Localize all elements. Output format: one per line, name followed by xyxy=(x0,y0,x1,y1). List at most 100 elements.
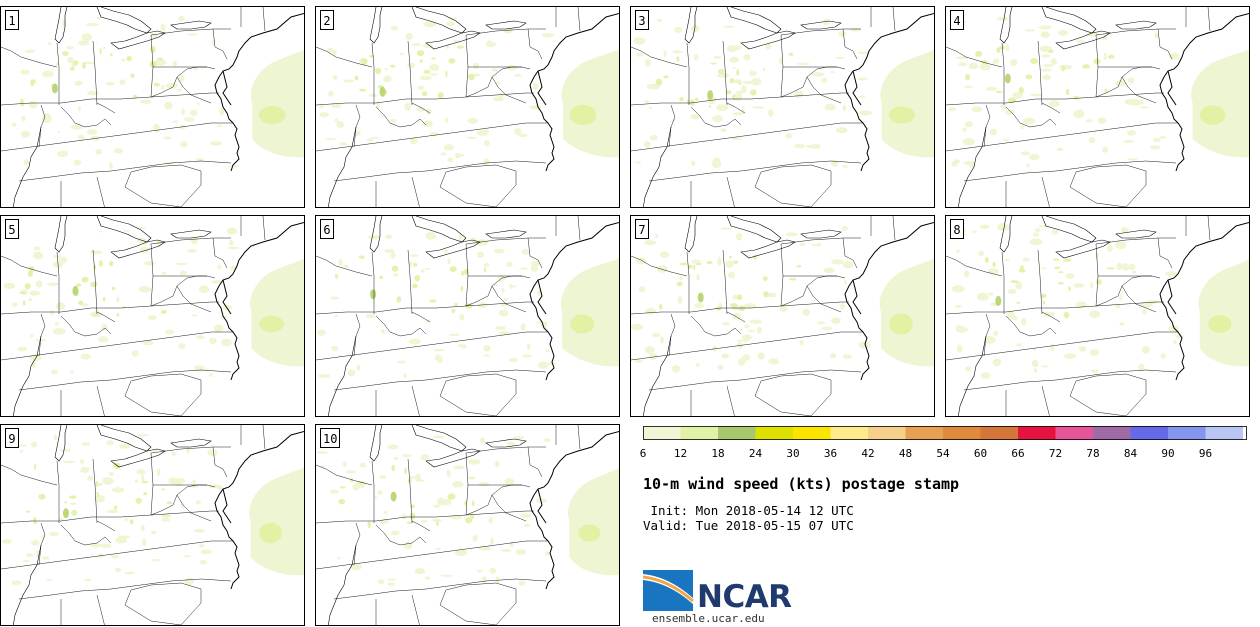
wind-blob xyxy=(390,530,400,536)
wind-blob xyxy=(179,270,187,276)
state-border xyxy=(38,104,46,148)
state-border xyxy=(577,425,581,450)
state-border xyxy=(465,275,531,307)
state-border xyxy=(212,28,228,60)
wind-blob xyxy=(823,18,830,26)
wind-blob xyxy=(113,147,123,154)
state-border xyxy=(686,251,690,314)
wind-blob xyxy=(1106,267,1115,270)
wind-blob xyxy=(194,365,206,372)
state-border xyxy=(316,92,534,106)
wind-blob xyxy=(126,56,132,62)
wind-blob xyxy=(187,33,199,36)
wind-blob xyxy=(1058,271,1064,274)
offshore-wind-area xyxy=(561,49,619,158)
state-border xyxy=(96,102,116,114)
wind-blob xyxy=(518,133,528,138)
wind-blob xyxy=(823,267,835,274)
lake-outline xyxy=(726,7,782,34)
wind-blob xyxy=(338,258,343,266)
wind-blob xyxy=(830,159,839,167)
river xyxy=(328,126,357,207)
wind-blob xyxy=(445,70,448,78)
lake-outline xyxy=(485,229,527,239)
wind-blob xyxy=(489,567,497,574)
wind-blob xyxy=(965,366,972,372)
offshore-wind-area xyxy=(568,467,619,576)
wind-blob xyxy=(1121,263,1129,271)
state-border xyxy=(1037,249,1043,315)
wind-blob xyxy=(93,314,98,317)
state-border xyxy=(150,446,231,454)
wind-blob xyxy=(347,369,356,377)
lake-outline xyxy=(170,229,212,239)
wind-blob xyxy=(888,106,915,124)
state-border xyxy=(842,237,858,269)
wind-blob xyxy=(679,275,683,281)
wind-blob xyxy=(143,261,156,266)
wind-blob xyxy=(483,140,490,147)
coastline xyxy=(537,70,547,106)
wind-blob xyxy=(676,281,683,287)
wind-blob xyxy=(518,580,526,586)
lake-outline xyxy=(54,216,68,253)
wind-blob xyxy=(492,96,505,102)
map-svg xyxy=(316,216,619,416)
wind-blob xyxy=(361,58,368,65)
wind-blob xyxy=(645,308,657,315)
state-border xyxy=(150,243,154,307)
wind-blob xyxy=(417,85,425,90)
wind-blob xyxy=(677,296,683,305)
wind-blob xyxy=(478,546,492,551)
wind-blob xyxy=(80,466,90,474)
wind-blob xyxy=(1107,54,1115,59)
state-border xyxy=(465,446,546,454)
wind-blob xyxy=(1146,299,1159,304)
coastline xyxy=(852,279,862,315)
state-border xyxy=(690,315,742,337)
wind-blob xyxy=(706,260,713,265)
wind-blob xyxy=(679,262,688,266)
state-border xyxy=(491,285,527,313)
wind-blob xyxy=(799,339,804,346)
wind-blob xyxy=(416,106,426,112)
map-svg xyxy=(631,216,934,416)
wind-blob xyxy=(64,501,67,504)
wind-blob xyxy=(96,491,99,498)
wind-blob xyxy=(338,498,346,505)
state-border xyxy=(1121,76,1157,104)
lake-outline xyxy=(425,239,481,259)
wind-blob xyxy=(522,354,532,358)
wind-blob xyxy=(210,141,222,146)
state-border xyxy=(439,582,517,625)
wind-blob xyxy=(465,517,473,524)
wind-blob xyxy=(449,17,458,21)
wind-blob xyxy=(663,75,669,79)
colorbar-bin xyxy=(643,426,681,440)
wind-blob xyxy=(97,482,103,487)
wind-blob xyxy=(425,232,437,240)
wind-blob xyxy=(743,303,757,309)
wind-blob xyxy=(78,134,85,141)
wind-blob xyxy=(31,361,36,369)
map-svg xyxy=(316,7,619,207)
wind-blob xyxy=(849,27,861,32)
wind-blob xyxy=(1119,294,1123,301)
wind-blob xyxy=(390,64,396,68)
state-border xyxy=(56,460,60,523)
state-border xyxy=(353,104,361,148)
wind-blob xyxy=(483,262,490,267)
wind-blob xyxy=(100,543,112,549)
wind-blob xyxy=(720,227,733,230)
wind-blob xyxy=(1015,281,1023,290)
state-border xyxy=(726,102,746,114)
wind-blob xyxy=(1007,288,1017,295)
wind-blob xyxy=(157,57,164,61)
wind-blob xyxy=(334,274,339,279)
wind-blob xyxy=(409,254,419,258)
coastline xyxy=(1167,279,1177,315)
wind-blob xyxy=(326,47,334,53)
wind-blob xyxy=(477,302,488,309)
state-border xyxy=(411,176,420,207)
state-border xyxy=(1041,176,1050,207)
